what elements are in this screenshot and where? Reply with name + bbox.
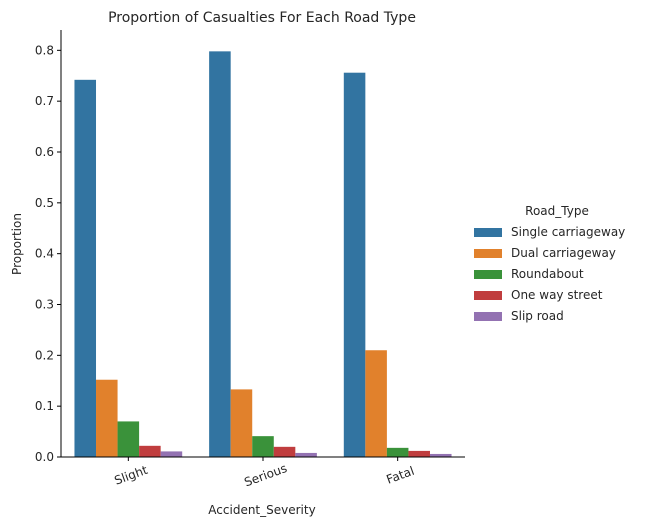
- legend-label: Dual carriageway: [511, 246, 616, 260]
- bar-serious-single-carriageway: [209, 51, 231, 457]
- legend-label: Single carriageway: [511, 225, 625, 239]
- y-tick-label: 0.2: [35, 348, 54, 362]
- bar-slight-dual-carriageway: [96, 379, 118, 457]
- bar-serious-slip-road: [295, 452, 317, 457]
- y-tick-label: 0.5: [35, 196, 54, 210]
- legend-swatch: [474, 291, 502, 300]
- bar-fatal-one-way-street: [408, 450, 430, 457]
- x-tick-label: Slight: [112, 463, 149, 488]
- x-axis-label: Accident_Severity: [208, 503, 315, 517]
- legend-swatch: [474, 312, 502, 321]
- y-tick-label: 0.0: [35, 450, 54, 464]
- bar-slight-slip-road: [160, 451, 183, 457]
- bars: [74, 51, 452, 458]
- bar-serious-roundabout: [252, 436, 274, 457]
- x-tick-label: Fatal: [384, 464, 416, 487]
- y-tick-label: 0.6: [35, 145, 54, 159]
- bar-serious-dual-carriageway: [230, 389, 253, 457]
- y-tick-label: 0.3: [35, 298, 54, 312]
- x-tick-label: Serious: [242, 461, 289, 489]
- bar-slight-roundabout: [117, 421, 140, 457]
- legend-swatch: [474, 249, 502, 258]
- bar-fatal-dual-carriageway: [365, 350, 387, 457]
- y-tick-label: 0.1: [35, 399, 54, 413]
- legend-swatch: [474, 228, 502, 237]
- y-tick-label: 0.8: [35, 43, 54, 57]
- legend: Road_Type Single carriageway Dual carriag…: [474, 204, 625, 323]
- bar-fatal-roundabout: [386, 447, 409, 457]
- bar-slight-single-carriageway: [74, 79, 97, 458]
- bar-fatal-single-carriageway: [343, 72, 366, 457]
- x-axis: Slight Serious Fatal: [112, 457, 416, 489]
- bar-slight-one-way-street: [139, 445, 161, 457]
- legend-label: One way street: [511, 288, 603, 302]
- legend-swatch: [474, 270, 502, 279]
- y-axis: 0.0 0.1 0.2 0.3 0.4 0.5 0.6 0.7 0.8: [35, 43, 61, 464]
- legend-label: Slip road: [511, 309, 564, 323]
- y-tick-label: 0.7: [35, 94, 54, 108]
- y-axis-label: Proportion: [10, 213, 24, 275]
- chart-title: Proportion of Casualties For Each Road T…: [108, 10, 416, 26]
- legend-title: Road_Type: [525, 204, 589, 218]
- bar-serious-one-way-street: [273, 446, 296, 457]
- y-tick-label: 0.4: [35, 247, 54, 261]
- bar-fatal-slip-road: [429, 453, 452, 457]
- legend-label: Roundabout: [511, 267, 584, 281]
